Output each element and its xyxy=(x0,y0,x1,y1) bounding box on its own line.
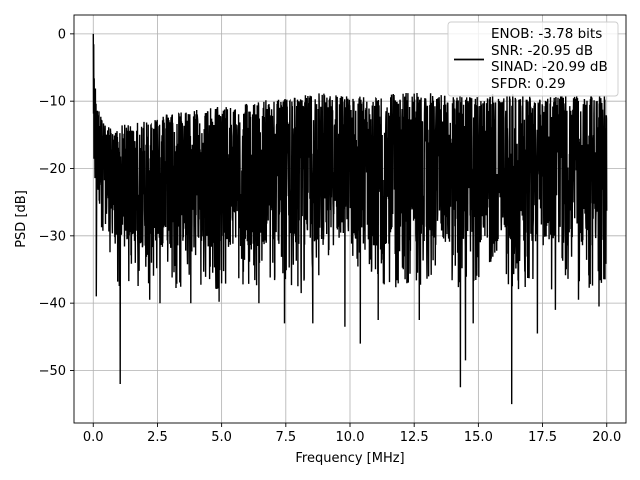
x-tick-label: 17.5 xyxy=(528,430,557,445)
legend: ENOB: -3.78 bits SNR: -20.95 dB SINAD: -… xyxy=(447,21,619,97)
x-tick-label: 0.0 xyxy=(83,430,104,445)
y-tick-label: 0 xyxy=(58,27,66,42)
axis-ticks: 0.0 2.5 5.0 7.5 10.0 12.5 15.0 17.5 20.0 0 −10 −20 −… xyxy=(39,27,622,445)
psd-series-line xyxy=(92,33,608,405)
x-tick-label: 12.5 xyxy=(400,430,429,445)
y-tick-label: −10 xyxy=(39,95,66,110)
legend-entry-sinad: SINAD: -20.99 dB xyxy=(491,59,608,75)
legend-entry-snr: SNR: -20.95 dB xyxy=(491,43,593,59)
x-tick-label: 15.0 xyxy=(464,430,493,445)
y-tick-label: −50 xyxy=(39,364,66,379)
y-tick-label: −40 xyxy=(39,297,66,312)
x-tick-label: 5.0 xyxy=(211,430,232,445)
legend-entry-sfdr: SFDR: 0.29 xyxy=(491,76,566,92)
legend-entry-enob: ENOB: -3.78 bits xyxy=(491,26,602,42)
y-axis-label: PSD [dB] xyxy=(14,190,29,248)
y-tick-label: −30 xyxy=(39,229,66,244)
legend-box xyxy=(447,21,619,97)
x-tick-label: 10.0 xyxy=(336,430,365,445)
x-axis-label: Frequency [MHz] xyxy=(295,451,404,466)
psd-line-path xyxy=(92,33,608,405)
y-tick-label: −20 xyxy=(39,162,66,177)
x-tick-label: 2.5 xyxy=(147,430,168,445)
x-tick-label: 7.5 xyxy=(275,430,296,445)
x-tick-label: 20.0 xyxy=(592,430,621,445)
